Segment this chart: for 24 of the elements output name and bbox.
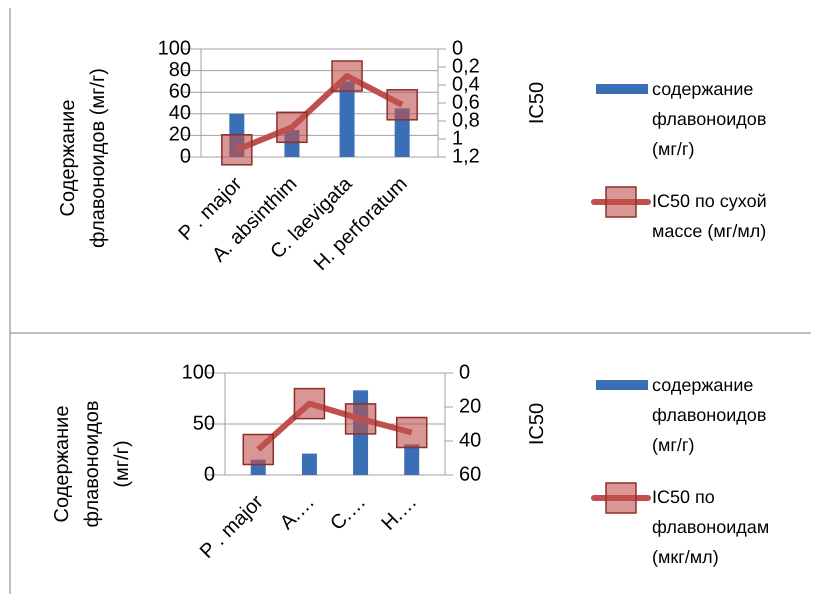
- y-tick-label: 50: [192, 412, 215, 434]
- y2-tick-label: 40: [459, 429, 482, 452]
- y2-tick-label: 60: [459, 463, 482, 486]
- y-tick-label: 40: [168, 102, 191, 124]
- legend-label: IC50 по сухой массе (мг/мл): [652, 190, 767, 241]
- x-tick-label: H.…: [377, 490, 422, 535]
- legend-label: IC50 по флавоноидам (мкг/мл): [652, 486, 770, 567]
- y-tick-label: 60: [168, 80, 191, 102]
- y-tick-label: 0: [204, 463, 215, 486]
- y2-axis-title: IC50: [526, 82, 548, 124]
- y2-tick-label: 20: [459, 395, 482, 418]
- y-tick-label: 0: [180, 145, 191, 168]
- y-tick-label: 100: [158, 37, 191, 60]
- y-tick-label: 100: [182, 361, 215, 384]
- x-tick-label: A.…: [276, 490, 319, 534]
- y2-axis-title: IC50: [526, 402, 548, 446]
- legend-label: содержание флавоноидов (мг/г): [652, 78, 766, 159]
- y-axis-title: Содержание флавоноидов (мг/г): [51, 400, 133, 528]
- y-axis-title: Содержание флавоноидов (мг/г): [57, 68, 109, 248]
- x-tick-label: C.…: [326, 490, 370, 535]
- y-tick-label: 20: [168, 124, 191, 146]
- legend-label: содержание флавоноидов (мг/г): [652, 374, 766, 455]
- y2-tick-label: 0: [459, 361, 470, 384]
- y-tick-label: 80: [168, 58, 191, 81]
